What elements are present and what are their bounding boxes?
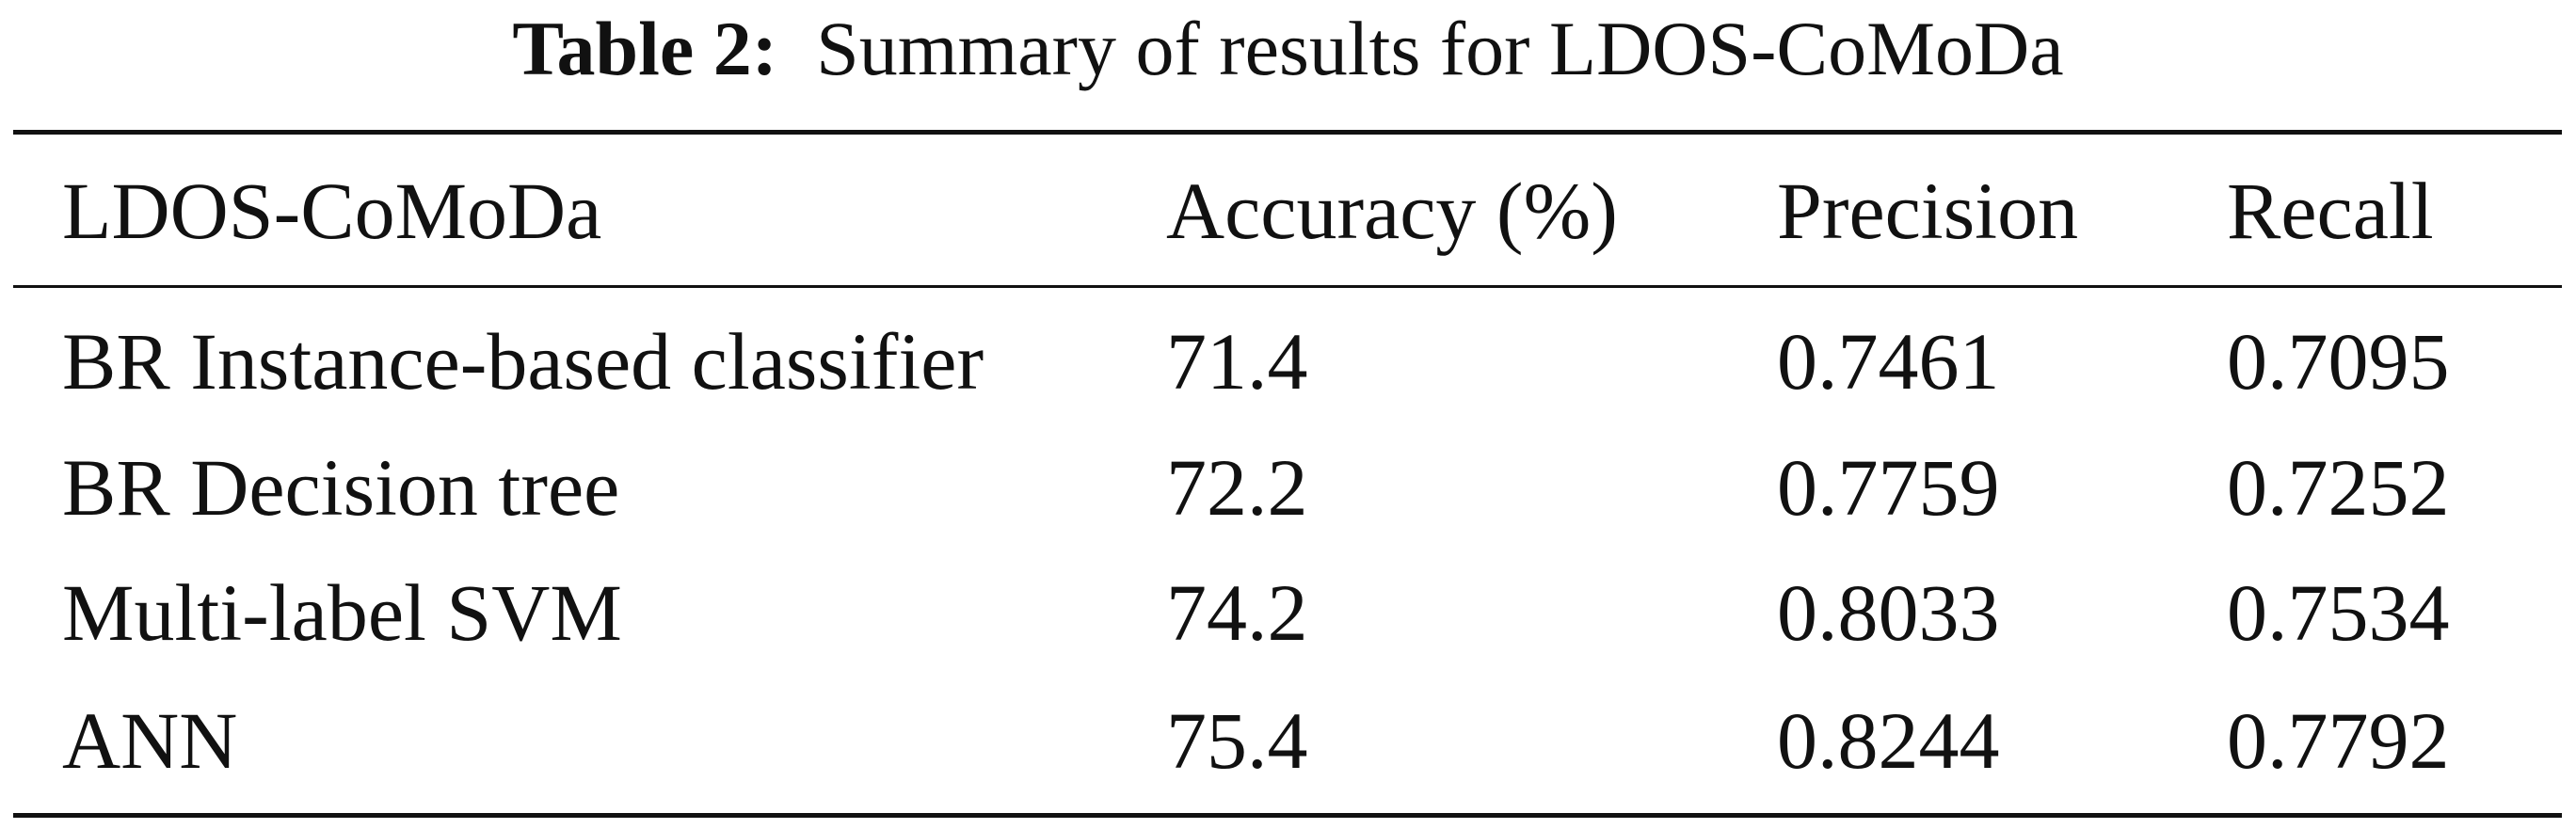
table-cell: BR Instance-based classifier — [62, 316, 984, 407]
table-cell: 0.7792 — [2227, 695, 2450, 786]
table-cell: ANN — [62, 695, 238, 786]
table-cell: 0.7534 — [2227, 567, 2450, 658]
header-cell: Recall — [2227, 166, 2434, 256]
table-cell: 0.7759 — [1777, 442, 2000, 533]
table-cell: BR Decision tree — [62, 442, 620, 533]
table-cell: Multi-label SVM — [62, 567, 622, 658]
header-cell: LDOS-CoMoDa — [62, 166, 602, 256]
top-rule — [13, 130, 2562, 135]
table-cell: 0.8244 — [1777, 695, 2000, 786]
table-cell: 75.4 — [1166, 695, 1308, 786]
caption: Table 2: Summary of results for LDOS-CoM… — [0, 10, 2576, 88]
header-cell: Precision — [1777, 166, 2079, 256]
caption-text: Summary of results for LDOS-CoMoDa — [816, 6, 2064, 91]
table-cell: 74.2 — [1166, 567, 1308, 658]
table-cell: 0.7461 — [1777, 316, 2000, 407]
table-cell: 72.2 — [1166, 442, 1308, 533]
caption-label: Table 2: — [512, 6, 778, 91]
mid-rule — [13, 285, 2562, 288]
bottom-rule — [13, 813, 2562, 818]
table-cell: 0.8033 — [1777, 567, 2000, 658]
table-cell: 0.7095 — [2227, 316, 2450, 407]
header-cell: Accuracy (%) — [1166, 166, 1618, 256]
table-cell: 0.7252 — [2227, 442, 2450, 533]
table-cell: 71.4 — [1166, 316, 1308, 407]
